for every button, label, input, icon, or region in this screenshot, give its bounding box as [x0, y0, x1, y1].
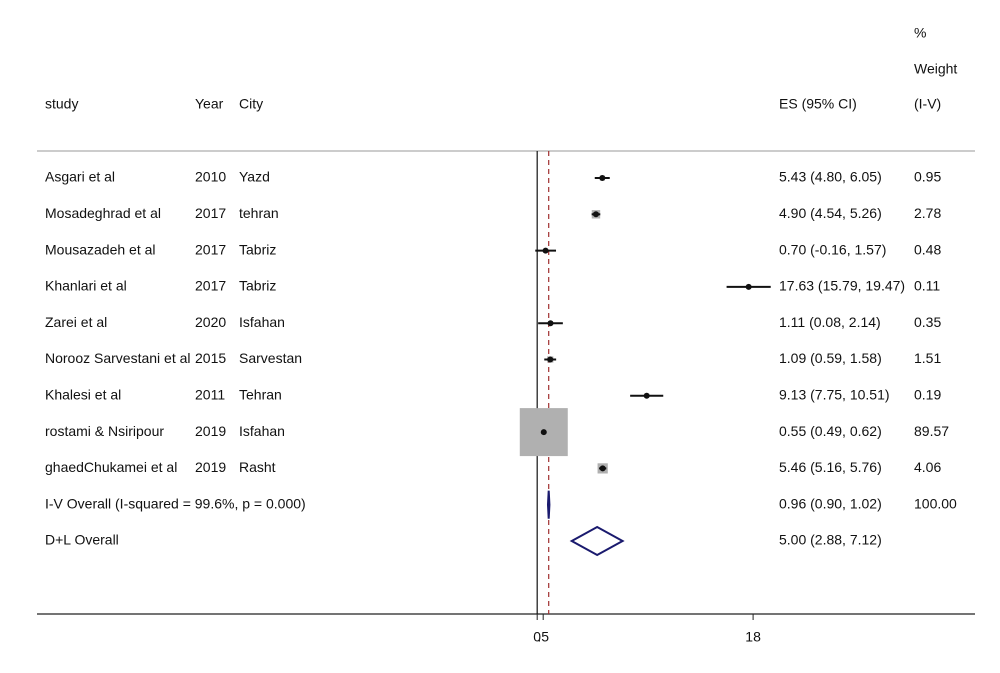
study-year: 2010	[195, 169, 226, 185]
point-estimate	[745, 283, 752, 290]
point-estimate	[643, 392, 650, 399]
point-estimate	[547, 356, 554, 363]
study-ci: 0.70 (-0.16, 1.57)	[779, 241, 886, 257]
study-name: Khalesi et al	[45, 387, 121, 403]
study-year: 2011	[195, 387, 225, 403]
study-year: 2017	[195, 241, 226, 257]
overall-diamond	[569, 525, 625, 557]
study-name: Norooz Sarvestani et al	[45, 350, 191, 366]
study-weight: 0.35	[914, 314, 941, 330]
header-study: study	[45, 96, 78, 112]
study-city: Rasht	[239, 459, 276, 475]
study-year: 2015	[195, 350, 226, 366]
point-estimate	[547, 320, 554, 327]
study-name: rostami & Nsiripour	[45, 423, 164, 439]
header-es: ES (95% CI)	[779, 96, 857, 112]
study-year: 2019	[195, 423, 226, 439]
study-city: Sarvestan	[239, 350, 302, 366]
study-ci: 0.55 (0.49, 0.62)	[779, 423, 882, 439]
study-year: 2019	[195, 459, 226, 475]
point-estimate	[599, 175, 606, 181]
x-tick-label: 18	[745, 629, 761, 645]
study-year: 2017	[195, 278, 226, 294]
study-ci: 9.13 (7.75, 10.51)	[779, 387, 890, 403]
study-name: Asgari et al	[45, 169, 115, 185]
overall-ci: 0.96 (0.90, 1.02)	[779, 495, 882, 511]
study-weight: 89.57	[914, 423, 949, 439]
study-ci: 1.09 (0.59, 1.58)	[779, 350, 882, 366]
overall-diamond	[546, 490, 551, 519]
study-name: Mosadeghrad et al	[45, 205, 161, 221]
study-year: 2020	[195, 314, 226, 330]
study-year: 2017	[195, 205, 226, 221]
study-ci: 17.63 (15.79, 19.47)	[779, 278, 905, 294]
point-estimate	[599, 465, 606, 472]
header-pct: %	[914, 25, 926, 41]
study-weight: 0.95	[914, 169, 941, 185]
study-ci: 1.11 (0.08, 2.14)	[779, 314, 881, 330]
overall-name: D+L Overall	[45, 532, 119, 548]
x-tick-label: .5	[537, 629, 549, 645]
point-estimate	[542, 247, 549, 254]
study-ci: 5.46 (5.16, 5.76)	[779, 459, 882, 475]
overall-ci: 5.00 (2.88, 7.12)	[779, 532, 882, 548]
study-city: Isfahan	[239, 423, 285, 439]
point-estimate	[592, 211, 599, 218]
study-ci: 4.90 (4.54, 5.26)	[779, 205, 882, 221]
header-method: (I-V)	[914, 96, 941, 112]
study-weight: 1.51	[914, 350, 941, 366]
study-weight: 4.06	[914, 459, 941, 475]
study-weight: 0.11	[914, 278, 940, 294]
study-weight: 0.19	[914, 387, 941, 403]
header-city: City	[239, 96, 263, 112]
header-weight: Weight	[914, 61, 957, 77]
overall-weight: 100.00	[914, 495, 957, 511]
overall-name: I-V Overall (I-squared = 99.6%, p = 0.00…	[45, 495, 306, 511]
study-weight: 2.78	[914, 205, 941, 221]
study-name: Mousazadeh et al	[45, 241, 156, 257]
study-name: Khanlari et al	[45, 278, 127, 294]
study-city: Tabriz	[239, 278, 276, 294]
study-city: Tabriz	[239, 241, 276, 257]
header-year: Year	[195, 96, 224, 112]
study-name: ghaedChukamei et al	[45, 459, 177, 475]
x-tick-label: 0	[533, 629, 541, 645]
study-name: Zarei et al	[45, 314, 107, 330]
study-city: Tehran	[239, 387, 282, 403]
study-ci: 5.43 (4.80, 6.05)	[779, 169, 882, 185]
study-weight: 0.48	[914, 241, 941, 257]
study-city: tehran	[239, 205, 279, 221]
study-city: Isfahan	[239, 314, 285, 330]
point-estimate	[540, 429, 547, 436]
study-city: Yazd	[239, 169, 270, 185]
